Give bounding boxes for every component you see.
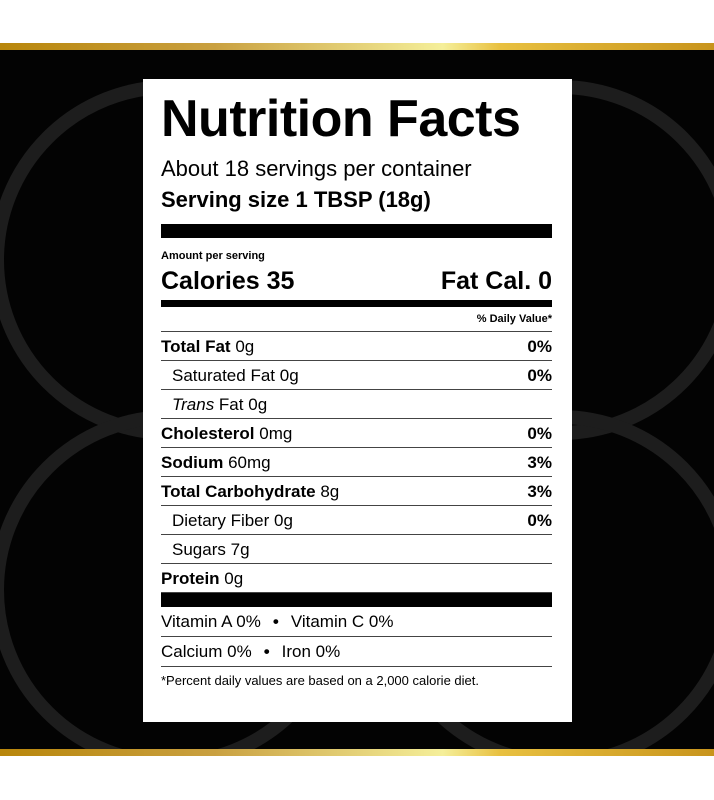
nutrient-row: Trans Fat 0g <box>161 389 552 418</box>
nutrition-label: Nutrition Facts About 18 servings per co… <box>143 79 572 722</box>
medium-divider <box>161 300 552 307</box>
nutrient-amount: 0g <box>235 337 255 356</box>
vitamin-value: Vitamin C 0% <box>290 612 394 631</box>
gold-stripe-top <box>0 43 714 50</box>
nutrient-row: Sugars 7g <box>161 534 552 563</box>
footnote: *Percent daily values are based on a 2,0… <box>161 673 479 688</box>
nutrient-amount: 60mg <box>228 453 271 472</box>
daily-value-percent: 3% <box>527 453 552 472</box>
daily-value-percent: 0% <box>527 511 552 530</box>
nutrient-label-suffix: Fat <box>214 395 244 414</box>
nutrient-label: Total Fat <box>161 337 231 356</box>
serving-size: Serving size 1 TBSP (18g) <box>161 187 431 212</box>
daily-value-percent: 0% <box>527 366 552 385</box>
thick-divider <box>161 224 552 238</box>
nutrient-label: Trans <box>172 395 215 414</box>
nutrient-name: Dietary Fiber 0g <box>172 506 293 534</box>
nutrient-amount: 0g <box>224 569 244 588</box>
nutrient-name: Total Carbohydrate 8g <box>161 477 339 505</box>
amount-per-serving: Amount per serving <box>161 250 265 262</box>
nutrient-name: Trans Fat 0g <box>172 390 267 418</box>
nutrient-row: Total Carbohydrate 8g 3% <box>161 476 552 505</box>
vitamin-row: Vitamin A 0% • Vitamin C 0% <box>161 607 552 637</box>
gold-stripe-bottom <box>0 749 714 756</box>
daily-value-percent: 0% <box>527 424 552 443</box>
nutrient-amount: 7g <box>230 540 250 559</box>
nutrient-amount: 0g <box>248 395 268 414</box>
nutrient-label: Saturated Fat <box>172 366 276 385</box>
nutrient-amount: 0g <box>274 511 293 530</box>
nutrient-label: Cholesterol <box>161 424 255 443</box>
nutrient-row: Sodium 60mg 3% <box>161 447 552 476</box>
daily-value-percent: 3% <box>527 482 552 501</box>
nutrient-label: Protein <box>161 569 220 588</box>
nutrient-row: Total Fat 0g 0% <box>161 331 552 360</box>
vitamin-list: Vitamin A 0% • Vitamin C 0% Calcium 0% • Iron… <box>161 607 552 667</box>
thick-divider <box>161 592 552 607</box>
nutrient-name: Cholesterol 0mg <box>161 419 292 447</box>
nutrient-name: Saturated Fat 0g <box>172 361 299 389</box>
nutrient-label: Sodium <box>161 453 224 472</box>
vitamin-value: Calcium 0% <box>161 642 252 661</box>
bullet-separator: • <box>272 612 279 631</box>
nutrient-list: Total Fat 0g 0% Saturated Fat 0g 0% Trans Fa… <box>161 331 552 592</box>
nutrient-row: Saturated Fat 0g 0% <box>161 360 552 389</box>
daily-value-percent: 0% <box>527 337 552 356</box>
calories: Calories 35 <box>161 267 295 295</box>
nutrient-name: Sugars 7g <box>172 535 250 563</box>
nutrient-label: Sugars <box>172 540 226 559</box>
nutrient-row: Cholesterol 0mg 0% <box>161 418 552 447</box>
fat-calories: Fat Cal. 0 <box>440 267 552 295</box>
bullet-separator: • <box>263 642 270 661</box>
nutrient-label: Total Carbohydrate <box>161 482 316 501</box>
nutrient-name: Sodium 60mg <box>161 448 271 476</box>
nutrient-amount: 8g <box>320 482 340 501</box>
nutrient-amount: 0mg <box>259 424 293 443</box>
vitamin-value: Vitamin A 0% <box>161 612 261 631</box>
nutrient-amount: 0g <box>279 366 299 385</box>
nutrient-label: Dietary Fiber <box>172 511 270 530</box>
nutrient-name: Protein 0g <box>161 564 243 592</box>
daily-value-header: % Daily Value* <box>476 313 552 325</box>
vitamin-row: Calcium 0% • Iron 0% <box>161 637 552 667</box>
nutrient-row: Protein 0g <box>161 563 552 592</box>
label-title: Nutrition Facts <box>161 90 521 148</box>
vitamin-value: Iron 0% <box>281 642 341 661</box>
calories-row: Calories 35 Fat Cal. 0 <box>161 264 552 298</box>
nutrient-row: Dietary Fiber 0g 0% <box>161 505 552 534</box>
servings-per-container: About 18 servings per container <box>161 156 472 181</box>
nutrient-name: Total Fat 0g <box>161 332 254 360</box>
